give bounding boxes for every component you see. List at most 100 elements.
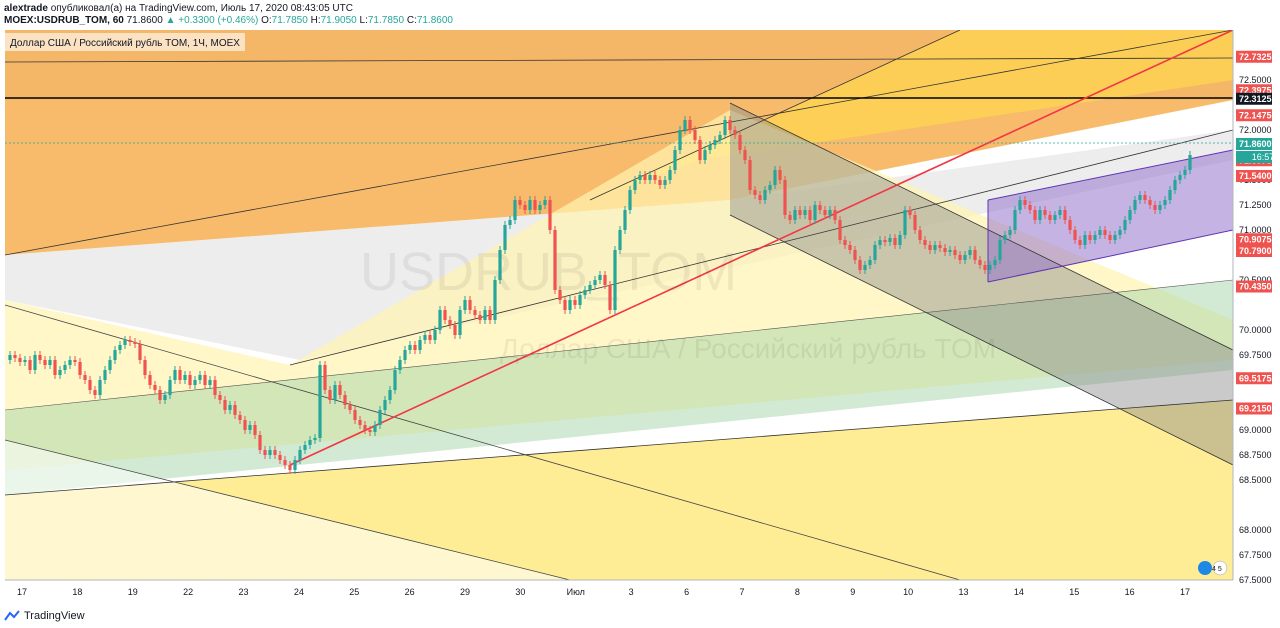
candle-body	[78, 362, 82, 375]
candle-body	[678, 130, 682, 150]
candle-body	[613, 250, 617, 310]
x-tick-label: 10	[903, 587, 913, 597]
price-chart[interactable]: USDRUB_TOM Доллар США / Российский рубль…	[0, 0, 1280, 606]
candle-body	[333, 385, 337, 400]
candle-body	[633, 180, 637, 190]
candle-body	[123, 340, 127, 345]
candle-body	[118, 345, 122, 350]
us-flag-icon	[1198, 561, 1212, 575]
candle-body	[223, 400, 227, 410]
candle-body	[968, 250, 972, 255]
candle-body	[283, 460, 287, 465]
x-tick-label: Июл	[567, 587, 585, 597]
candle-body	[98, 380, 102, 395]
candle-body	[358, 420, 362, 425]
yellow-fan-upper	[590, 30, 1233, 200]
x-tick-label: 29	[460, 587, 470, 597]
candle-body	[588, 285, 592, 290]
candle-body	[533, 200, 537, 210]
fan-line-2	[589, 30, 961, 201]
candle-body	[618, 230, 622, 250]
candle-body	[413, 345, 417, 350]
candle-body	[128, 340, 132, 342]
candle-body	[353, 410, 357, 420]
x-tick-label: 25	[349, 587, 359, 597]
candle-body	[1028, 205, 1032, 210]
x-axis[interactable]: 17 18 19 22 23 24 25 26 29 30 Июл 3 6 7 8 9 10 13 14 15 16 17	[17, 587, 1190, 597]
candle-body	[908, 210, 912, 215]
candles-group	[8, 116, 1192, 474]
last-price: 71.8600	[126, 15, 163, 26]
brand-name: TradingView	[24, 610, 85, 622]
candle-body	[238, 415, 242, 420]
candle-body	[658, 180, 662, 185]
candle-body	[528, 200, 532, 210]
candle-body	[803, 210, 807, 215]
candle-body	[243, 420, 247, 430]
candle-body	[538, 205, 542, 210]
candle-body	[338, 385, 342, 395]
candle-body	[858, 260, 862, 270]
candle-body	[713, 140, 717, 145]
candle-body	[573, 300, 577, 305]
y-axis[interactable]: 72.500072.000071.500071.250071.000070.50…	[1239, 75, 1272, 585]
svg-text:71.8600: 71.8600	[1239, 139, 1272, 149]
candle-body	[48, 360, 52, 365]
candle-body	[783, 180, 787, 215]
candle-body	[608, 285, 612, 310]
candle-body	[593, 280, 597, 285]
diagonal-down	[5, 304, 961, 580]
candle-body	[688, 120, 692, 130]
candle-body	[1048, 215, 1052, 220]
candle-body	[1103, 230, 1107, 235]
candle-body	[418, 340, 422, 350]
y-tick-label: 72.0000	[1239, 125, 1272, 135]
x-tick-label: 6	[684, 587, 689, 597]
svg-text:72.3975: 72.3975	[1239, 85, 1272, 95]
candle-body	[788, 215, 792, 220]
purple-channel	[988, 150, 1233, 282]
candle-body	[438, 310, 442, 330]
candle-body	[823, 210, 827, 215]
candle-body	[518, 200, 522, 205]
candle-body	[453, 325, 457, 335]
y-tick-label: 71.0000	[1239, 225, 1272, 235]
svg-text:72.7325: 72.7325	[1239, 52, 1272, 62]
x-tick-label: 19	[128, 587, 138, 597]
candle-body	[568, 300, 572, 310]
x-tick-label: 23	[239, 587, 249, 597]
candle-body	[643, 175, 647, 180]
candle-body	[868, 260, 872, 265]
candle-body	[928, 245, 932, 250]
flag-badge[interactable]: 4 5	[1198, 560, 1228, 576]
chart-header: alextrade опубликовал(а) на TradingView.…	[0, 0, 1280, 28]
candle-body	[808, 210, 812, 220]
candle-body	[733, 130, 737, 135]
x-tick-label: 9	[850, 587, 855, 597]
candle-body	[793, 210, 797, 220]
footer: TradingView	[0, 606, 1280, 628]
candle-body	[318, 365, 322, 438]
candle-body	[498, 250, 502, 280]
candle-body	[653, 175, 657, 180]
candle-body	[288, 465, 292, 470]
tradingview-logo[interactable]: TradingView	[4, 610, 85, 622]
candle-body	[833, 210, 837, 220]
candle-body	[763, 190, 767, 200]
candle-body	[1148, 200, 1152, 205]
x-tick-label: 17	[17, 587, 27, 597]
legend-title[interactable]: Доллар США / Российский рубль TOM, 1Ч, M…	[10, 37, 240, 49]
candle-body	[578, 295, 582, 305]
candle-body	[1038, 210, 1042, 220]
publish-info: alextrade опубликовал(а) на TradingView.…	[4, 3, 353, 14]
candle-body	[138, 344, 142, 360]
candle-body	[1138, 195, 1142, 200]
candle-body	[1053, 215, 1057, 220]
candle-body	[398, 360, 402, 370]
x-tick-label: 16	[1125, 587, 1135, 597]
candle-body	[343, 395, 347, 405]
symbol-label: MOEX:USDRUB_TOM, 60	[4, 15, 124, 26]
author-name[interactable]: alextrade	[4, 3, 48, 14]
candle-body	[663, 180, 667, 185]
candle-body	[38, 355, 42, 360]
